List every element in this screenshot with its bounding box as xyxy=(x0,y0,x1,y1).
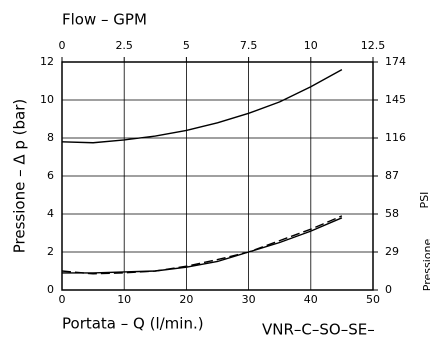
y-tick-label: 6 xyxy=(47,169,54,182)
x2-tick-label: 2.5 xyxy=(115,39,133,52)
y2-axis-label: PSI xyxy=(418,192,430,209)
y-tick-label: 10 xyxy=(40,93,54,106)
x2-tick-label: 0 xyxy=(59,39,66,52)
y-axis-label: Pressione – Δ p (bar) xyxy=(11,99,29,254)
x2-tick-label: 10 xyxy=(304,39,318,52)
y-tick-label: 12 xyxy=(40,55,54,68)
x2-tick-label: 5 xyxy=(183,39,190,52)
series-line xyxy=(61,68,343,144)
y-tick-label: 2 xyxy=(47,245,54,258)
x2-tick-label: 12.5 xyxy=(361,39,386,52)
y-tick-label: 4 xyxy=(47,207,54,220)
y2-tick-label: 0 xyxy=(385,283,392,296)
x-tick-label: 20 xyxy=(179,293,193,306)
y2-tick-label: 87 xyxy=(385,169,399,182)
x-tick-label: 40 xyxy=(304,293,318,306)
y2-tick-label: 116 xyxy=(385,131,406,144)
x-tick-label: 10 xyxy=(117,293,131,306)
x2-tick-label: 7.5 xyxy=(240,39,258,52)
y-tick-label: 8 xyxy=(47,131,54,144)
y2-tick-label: 145 xyxy=(385,93,406,106)
y2-tick-label: 174 xyxy=(385,55,406,68)
x-tick-label: 30 xyxy=(242,293,256,306)
series-line xyxy=(61,215,343,275)
x-tick-label: 50 xyxy=(366,293,380,306)
series-line xyxy=(62,217,343,274)
top-axis-label: Flow – GPM xyxy=(62,11,147,29)
y2-tick-label: 58 xyxy=(385,207,399,220)
x-tick-label: 0 xyxy=(59,293,66,306)
y2-axis-label-2: Pressione xyxy=(421,239,430,292)
x-axis-label: Portata – Q (l/min.) xyxy=(62,315,204,333)
footer: VNR–C–SO–SE– xyxy=(262,321,375,339)
y-tick-label: 0 xyxy=(47,283,54,296)
y2-tick-label: 29 xyxy=(385,245,399,258)
